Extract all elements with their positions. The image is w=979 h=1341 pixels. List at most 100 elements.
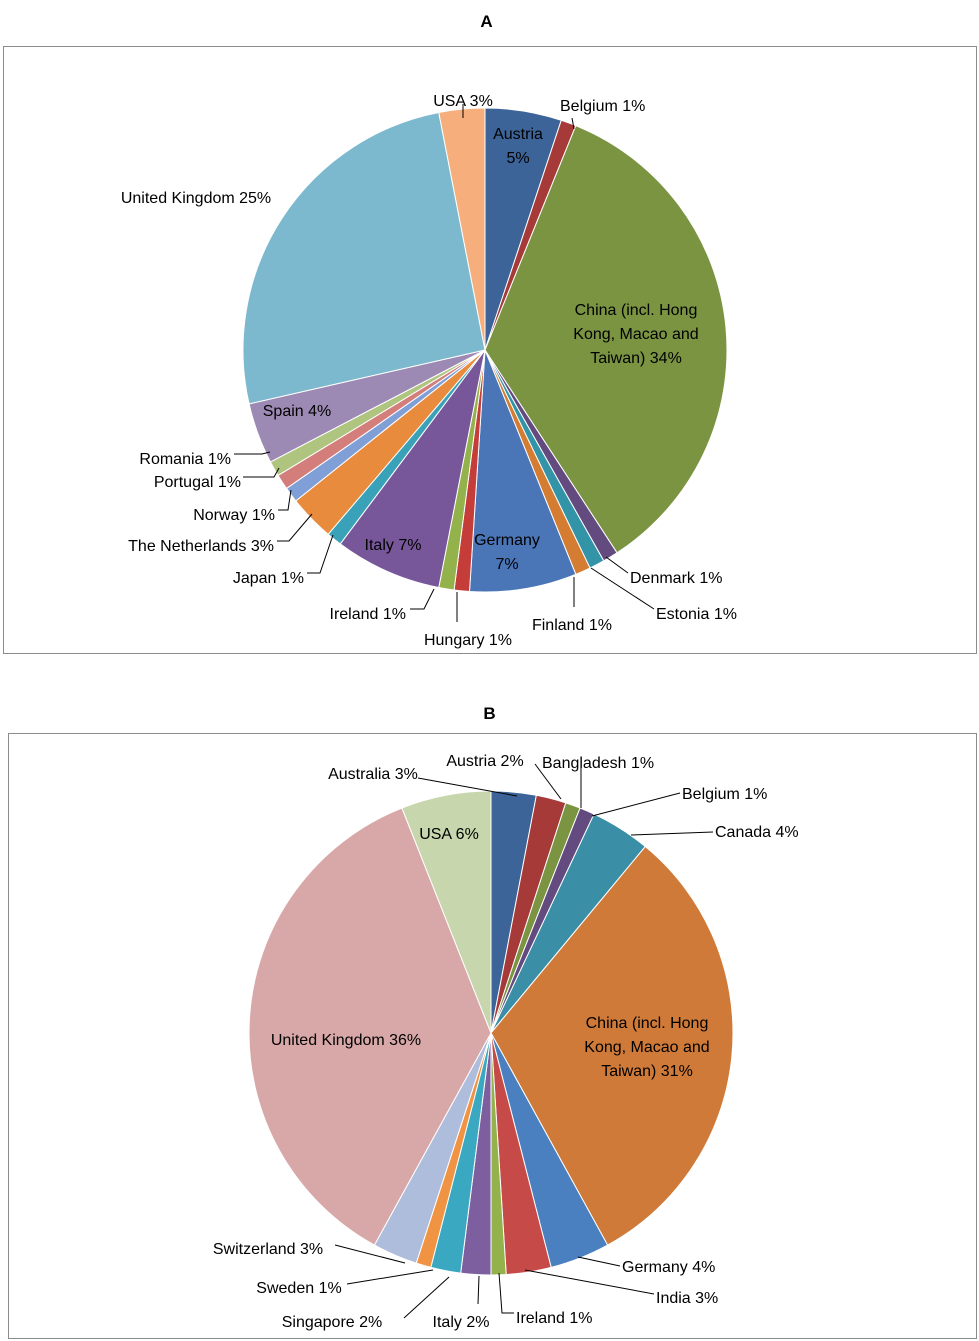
- leader-line-austria: [534, 763, 562, 800]
- label-romania: Romania 1%: [139, 451, 231, 468]
- leader-line-belgium: [591, 792, 681, 817]
- label-line: Portugal 1%: [154, 474, 241, 491]
- pie-chart-a: Austria 5% Belgium 1% China (incl. Hong Kong…: [121, 93, 737, 649]
- leader-line-australia: [417, 777, 518, 797]
- leader-line-sweden: [346, 1269, 434, 1285]
- label-line: United Kingdom 25%: [121, 190, 271, 207]
- label-finland: Finland 1%: [532, 617, 612, 634]
- label-line: Belgium 1%: [560, 98, 645, 115]
- leader-line-germany: [577, 1256, 621, 1267]
- slice-united-kingdom: [248, 807, 492, 1246]
- label-austria: Austria 5%: [493, 126, 543, 167]
- label-portugal: Portugal 1%: [154, 474, 241, 491]
- label-line: United Kingdom 36%: [271, 1032, 421, 1049]
- label-austria: Austria 2%: [446, 753, 523, 770]
- label-italy: Italy 2%: [433, 1314, 490, 1331]
- label-line: USA 3%: [433, 93, 493, 110]
- label-line: Australia 3%: [328, 766, 418, 783]
- label-line: Ireland 1%: [516, 1310, 593, 1327]
- pie-chart-b: Australia 3% Austria 2% Bangladesh 1% Belgi…: [213, 753, 799, 1331]
- leader-line-ireland: [498, 1272, 514, 1314]
- label-line: 5%: [506, 150, 529, 167]
- leader-line-portugal: [243, 467, 280, 478]
- leader-line-the-netherlands: [277, 513, 313, 542]
- label-line: Canada 4%: [715, 824, 799, 841]
- leader-line-italy: [477, 1275, 480, 1305]
- leader-line-norway: [278, 489, 292, 511]
- label-line: Italy 7%: [365, 537, 422, 554]
- label-canada: Canada 4%: [715, 824, 799, 841]
- label-line: Taiwan) 31%: [601, 1063, 693, 1080]
- label-line: Norway 1%: [193, 507, 275, 524]
- label-usa: USA 3%: [433, 93, 493, 110]
- label-ireland: Ireland 1%: [516, 1310, 593, 1327]
- label-line: China (incl. Hong: [586, 1015, 709, 1032]
- label-line: Austria: [493, 126, 543, 143]
- label-sweden: Sweden 1%: [256, 1280, 341, 1297]
- leader-line-ireland: [410, 588, 435, 610]
- label-line: Germany 4%: [622, 1259, 715, 1276]
- leader-line-denmark: [605, 556, 629, 574]
- label-estonia: Estonia 1%: [656, 606, 737, 623]
- leader-line-switzerland: [334, 1244, 406, 1264]
- label-line: Kong, Macao and: [584, 1039, 709, 1056]
- label-germany: Germany 4%: [622, 1259, 715, 1276]
- slice-united-kingdom: [242, 111, 486, 405]
- label-line: Spain 4%: [263, 403, 332, 420]
- label-line: Denmark 1%: [630, 570, 722, 587]
- leader-line-singapore: [403, 1276, 450, 1319]
- label-line: Romania 1%: [139, 451, 231, 468]
- label-line: The Netherlands 3%: [128, 538, 274, 555]
- panel-b-title: B: [483, 704, 496, 723]
- label-line: 7%: [495, 556, 518, 573]
- label-line: USA 6%: [419, 826, 479, 843]
- label-line: Germany: [474, 532, 540, 549]
- label-line: Sweden 1%: [256, 1280, 341, 1297]
- label-belgium: Belgium 1%: [682, 786, 767, 803]
- label-denmark: Denmark 1%: [630, 570, 722, 587]
- label-line: Hungary 1%: [424, 632, 512, 649]
- label-germany: Germany 7%: [474, 532, 540, 573]
- label-australia: Australia 3%: [328, 766, 418, 783]
- label-singapore: Singapore 2%: [282, 1314, 383, 1331]
- label-line: Switzerland 3%: [213, 1241, 323, 1258]
- label-bangladesh: Bangladesh 1%: [542, 755, 654, 772]
- label-line: China (incl. Hong: [575, 302, 698, 319]
- label-usa: USA 6%: [419, 826, 479, 843]
- slice-usa: [438, 107, 486, 351]
- label-line: Kong, Macao and: [573, 326, 698, 343]
- label-line: India 3%: [656, 1290, 718, 1307]
- slice-china-incl-hong-kong-macao-and-taiwan: [484, 125, 728, 554]
- label-line: Bangladesh 1%: [542, 755, 654, 772]
- label-line: Ireland 1%: [330, 606, 407, 623]
- label-line: Finland 1%: [532, 617, 612, 634]
- label-line: Belgium 1%: [682, 786, 767, 803]
- label-hungary: Hungary 1%: [424, 632, 512, 649]
- slice-china-incl-hong-kong-macao-and-taiwan: [490, 845, 734, 1246]
- leader-line-belgium: [571, 117, 575, 130]
- label-ireland: Ireland 1%: [330, 606, 407, 623]
- label-china-incl-hong-kong-macao-and-taiwan: China (incl. Hong Kong, Macao and Taiwan) …: [573, 302, 698, 367]
- leader-line-india: [524, 1269, 655, 1295]
- slice-italy: [339, 349, 486, 589]
- label-spain: Spain 4%: [263, 403, 332, 420]
- leader-line-estonia: [590, 567, 655, 610]
- label-italy: Italy 7%: [365, 537, 422, 554]
- panel-a-title: A: [480, 12, 493, 31]
- label-line: Italy 2%: [433, 1314, 490, 1331]
- leader-line-canada: [630, 831, 714, 836]
- label-united-kingdom: United Kingdom 25%: [121, 190, 271, 207]
- label-united-kingdom: United Kingdom 36%: [271, 1032, 421, 1049]
- label-the-netherlands: The Netherlands 3%: [128, 538, 274, 555]
- leader-line-romania: [234, 451, 271, 455]
- label-line: Japan 1%: [233, 570, 304, 587]
- label-line: Singapore 2%: [282, 1314, 383, 1331]
- label-line: Austria 2%: [446, 753, 523, 770]
- label-switzerland: Switzerland 3%: [213, 1241, 323, 1258]
- label-line: Taiwan) 34%: [590, 350, 682, 367]
- label-belgium: Belgium 1%: [560, 98, 645, 115]
- label-japan: Japan 1%: [233, 570, 304, 587]
- leader-line-japan: [307, 534, 334, 574]
- label-line: Estonia 1%: [656, 606, 737, 623]
